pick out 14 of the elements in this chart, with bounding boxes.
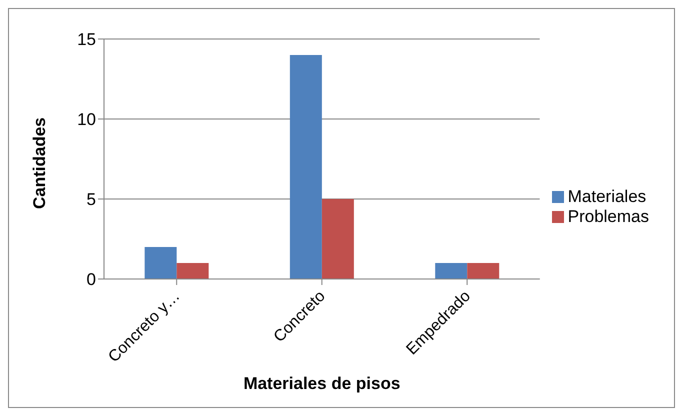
y-tick-label: 10	[77, 110, 96, 130]
legend-label: Problemas	[568, 206, 649, 226]
y-axis-title: Cantidades	[30, 117, 50, 209]
x-axis-title: Materiales de pisos	[243, 374, 400, 393]
bar	[435, 263, 468, 279]
bar	[290, 55, 322, 279]
y-tick-label: 5	[86, 190, 96, 210]
bar	[322, 199, 354, 279]
legend-label: Materiales	[568, 186, 646, 206]
bar	[467, 263, 500, 279]
y-tick-label: 15	[77, 30, 96, 50]
bar	[144, 247, 177, 279]
y-tick-label: 0	[86, 270, 96, 290]
bar	[176, 263, 209, 279]
